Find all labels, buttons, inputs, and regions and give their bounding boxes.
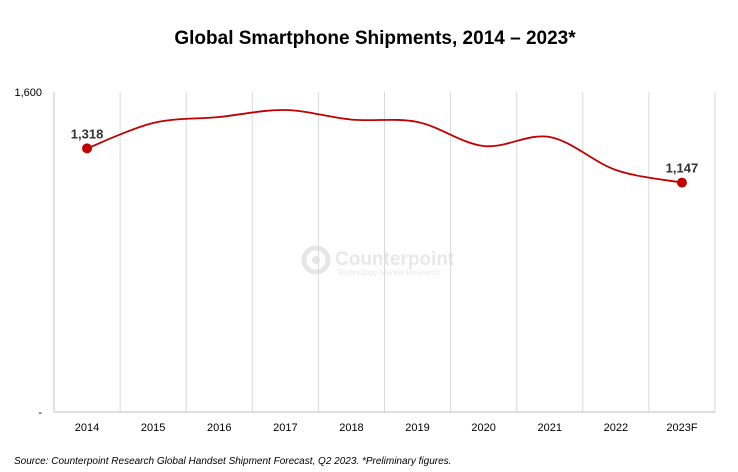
x-tick-label: 2018: [339, 422, 363, 434]
watermark-tagline: Technology Market Research: [337, 268, 441, 277]
x-tick-label: 2019: [405, 422, 429, 434]
data-point-marker: [676, 177, 687, 188]
watermark: Counterpoint Technology Market Research: [301, 245, 455, 277]
x-tick-label: 2020: [471, 422, 495, 434]
data-label: 1,318: [71, 126, 104, 141]
x-tick-label: 2015: [141, 422, 165, 434]
watermark-brand: Counterpoint: [335, 249, 455, 270]
series-layer: [82, 109, 687, 188]
gridlines: [119, 92, 716, 412]
axes: [53, 92, 715, 413]
x-axis-ticks: 2014 2015 2016 2017 2018 2019 2020 2021 2022 2023…: [75, 422, 698, 434]
counterpoint-logo-icon: [301, 245, 331, 275]
y-tick-label: 1,600: [14, 87, 42, 99]
x-tick-label: 2014: [75, 422, 99, 434]
x-tick-label: 2023F: [666, 422, 697, 434]
x-tick-label: 2017: [273, 422, 297, 434]
x-tick-label: 2022: [604, 422, 628, 434]
y-axis-ticks: - 1,600: [14, 87, 42, 419]
series-line: [86, 109, 683, 184]
chart-title: Global Smartphone Shipments, 2014 – 2023…: [174, 28, 576, 49]
data-labels: 1,318 1,147: [71, 126, 698, 175]
y-tick-label: -: [38, 407, 42, 419]
x-tick-label: 2016: [207, 422, 231, 434]
source-note: Source: Counterpoint Research Global Han…: [14, 456, 451, 467]
data-point-marker: [82, 143, 93, 154]
x-tick-label: 2021: [538, 422, 562, 434]
data-label: 1,147: [666, 161, 699, 176]
